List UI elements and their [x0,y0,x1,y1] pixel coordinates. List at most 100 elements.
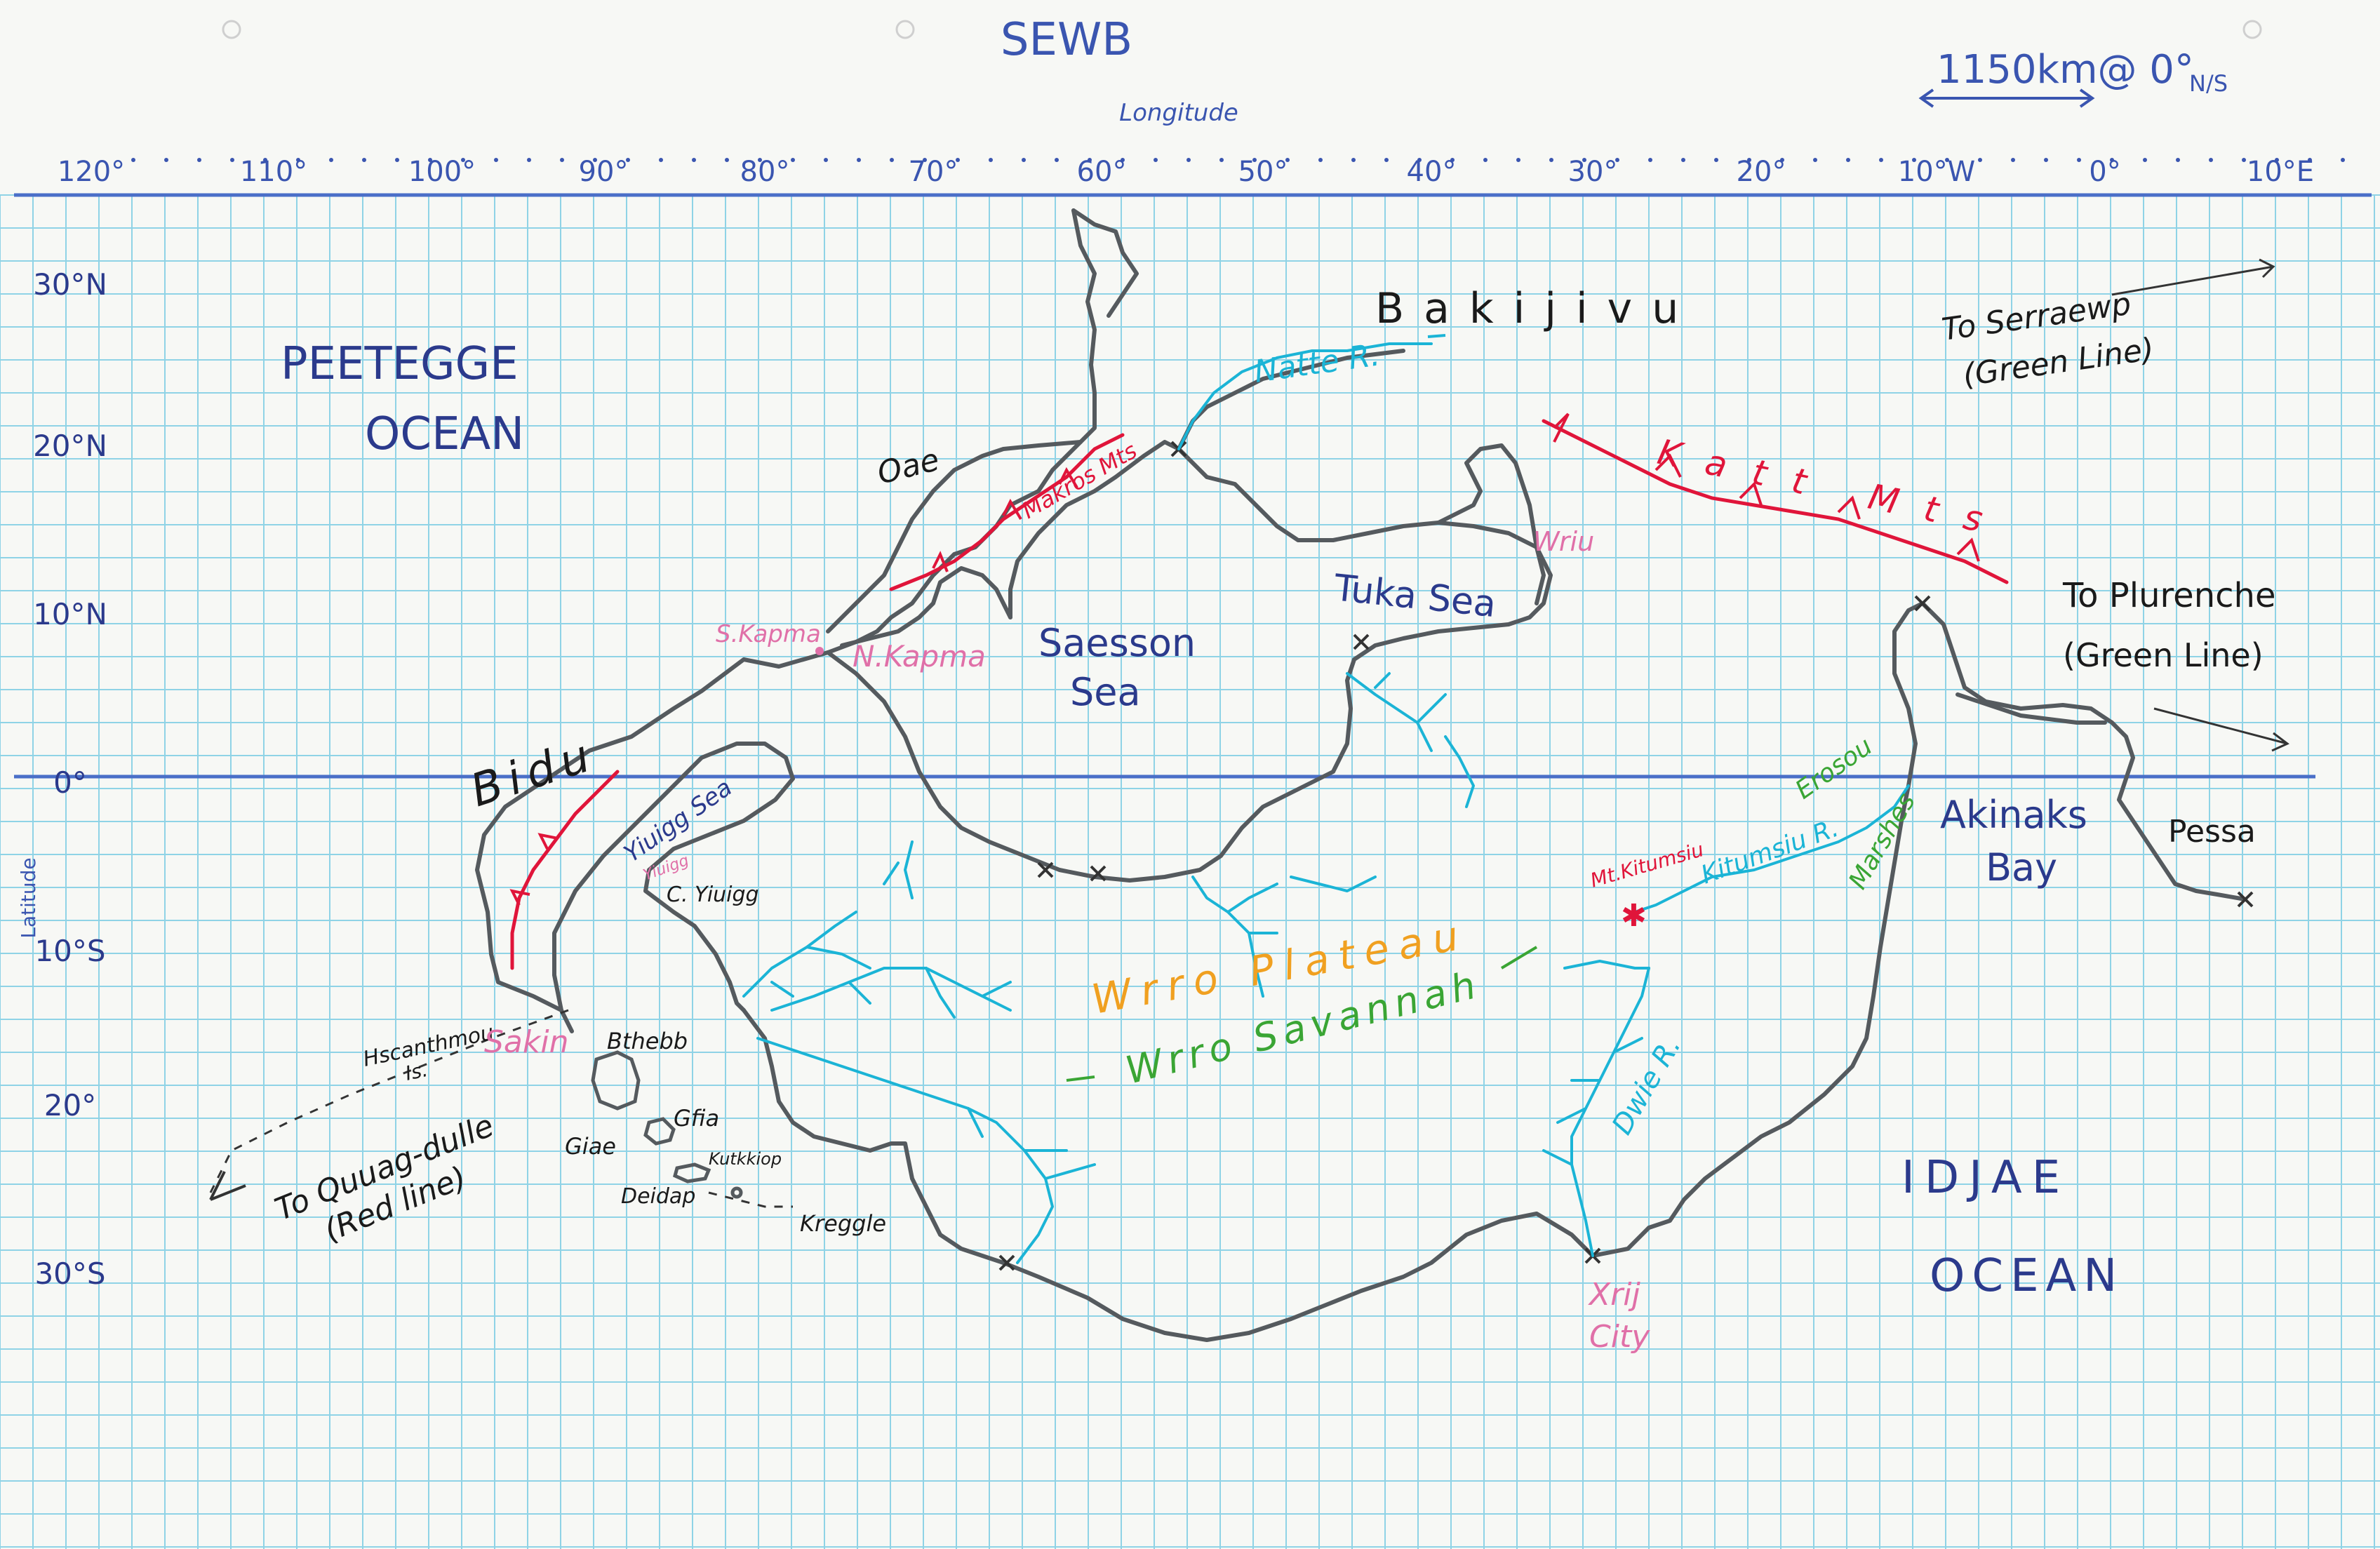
akinaks-bay-label: Akinaks [1940,793,2087,837]
longitude-axis-label: Longitude [1119,99,1238,127]
longitude-dot [1285,158,1290,162]
longitude-dot [1088,158,1092,162]
longitude-tick-label: 80° [740,156,790,188]
xrij-city-label: Xrij [1588,1277,1640,1313]
longitude-dot [2242,158,2246,162]
southwest-coast [742,1008,1005,1265]
longitude-dot [989,158,993,162]
longitude-dot [2275,158,2279,162]
longitude-dot [725,158,729,162]
longitude-dot [560,158,564,162]
akinaks-bay-label-2: Bay [1986,845,2057,890]
dwie-upper [1563,960,1650,970]
longitude-dot [1681,158,1685,162]
longitude-dot [362,158,366,162]
kitumsiu-river-label: Kitumsiu R. [1697,814,1843,890]
katt-mountains [1542,419,2009,584]
map-title: SEWB [1001,14,1132,66]
islands [591,1050,743,1199]
makros-mountains [889,433,1125,591]
longitude-dot [1351,158,1356,162]
longitude-dot [1549,158,1553,162]
longitude-dot [1055,158,1059,162]
river-system-central [770,967,1012,1019]
longitude-dot [956,158,960,162]
tuka-sea-loop [1436,443,1546,605]
longitude-dot [2077,158,2081,162]
longitude-dot [527,158,531,162]
idjae-ocean-label: IDJAE [1901,1152,2070,1204]
longitude-dot [1648,158,1652,162]
longitude-dot [329,158,333,162]
binder-hole [895,20,915,39]
latitude-tick-labels: 30°N 20°N 10°N 0° 10°S 20° 30°S [33,267,107,1291]
deidap-island [673,1162,711,1183]
deidap-label: Deidap [621,1184,695,1209]
bthebb-label: Bthebb [607,1028,688,1054]
longitude-dot [1615,158,1619,162]
north-coast-upper [1071,208,1139,318]
oae-coast [826,440,1083,633]
latitude-tick-label: 10°S [34,934,105,968]
bidu-mountains [510,770,620,970]
longitude-tick-label: 20° [1737,156,1786,188]
scale-bar-arrow-left [1918,88,1934,108]
longitude-tick-label: 100° [408,156,476,188]
longitude-dot [1219,158,1224,162]
longitude-dot [1022,158,1026,162]
kreggle-dots [708,1191,793,1208]
longitude-tick-label: 30° [1568,156,1618,188]
latitude-tick-label: 30°N [33,267,107,302]
longitude-dot [1252,158,1257,162]
longitude-tick-label: 90° [579,156,629,188]
longitude-dot [2341,158,2345,162]
latitude-axis-label: Latitude [17,857,40,938]
kreggle-label: Kreggle [800,1210,886,1237]
latitude-tick-label: 20° [44,1088,96,1122]
river-system-east [1191,876,1377,998]
tuka-sea-label: Tuka Sea [1332,567,1498,626]
dwie-river [1542,967,1650,1257]
longitude-tick-label: 120° [58,156,125,188]
longitude-dot [857,158,861,162]
longitude-tick-label: 0° [2089,156,2120,188]
longitude-tick-labels: 120° 110° 100° 90° 80° 70° 60° 50° 40° 30° 20° 10°W… [58,156,2314,188]
grid-lines [0,194,2380,1549]
sakin-label: Sakin [484,1024,568,1060]
longitude-dot [659,158,663,162]
north-river [1346,672,1475,808]
river-system-south [756,1037,1096,1264]
xrij-city-label-2: City [1589,1319,1650,1355]
binder-hole [222,20,241,39]
savannah-dash-left [1066,1075,1095,1082]
longitude-dot [230,158,234,162]
longitude-dot [428,158,432,162]
mountain-ranges [510,419,2009,970]
longitude-tick-label: 40° [1407,156,1457,188]
longitude-dot [692,158,696,162]
mt-kitumsiu-label: Mt.Kitumsiu [1588,838,1706,892]
natte-dash [1427,334,1446,338]
longitude-dot [791,158,795,162]
longitude-dot [1582,158,1586,162]
marshes-label: Marshes [1843,789,1921,894]
route-lines [209,1009,793,1208]
makros-peninsula [840,566,1012,648]
longitude-dots [131,158,2345,162]
longitude-dot [2143,158,2147,162]
longitude-dot [263,158,267,162]
longitude-dot [1154,158,1158,162]
longitude-dot [1945,158,1949,162]
longitude-dot [1912,158,1916,162]
bidu-coast [475,650,830,1033]
scale-suffix: N/S [2189,70,2228,97]
longitude-dot [131,158,135,162]
longitude-dot [1714,158,1718,162]
to-plurenche-label: To Plurenche [2062,576,2275,615]
binder-hole [2242,20,2262,39]
longitude-dot [164,158,168,162]
red-line-arrow [209,1171,246,1201]
mountain-arrows [509,413,1980,906]
longitude-dot [2209,158,2213,162]
